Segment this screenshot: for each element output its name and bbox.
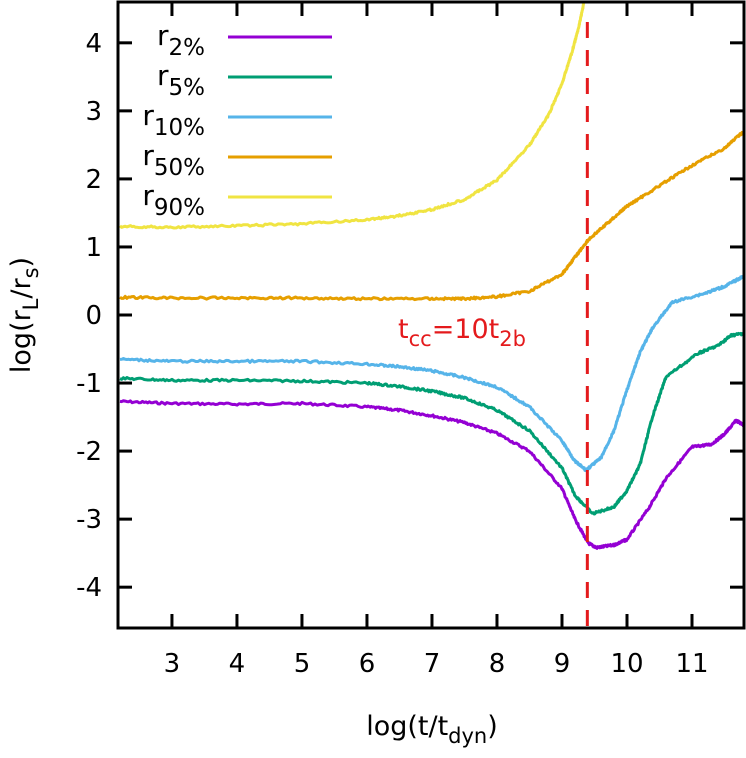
x-tick-label: 3 xyxy=(164,649,181,679)
y-tick-label: 1 xyxy=(85,233,102,263)
y-tick-label: -1 xyxy=(76,369,102,399)
x-tick-label: 10 xyxy=(610,649,643,679)
x-tick-label: 7 xyxy=(424,649,441,679)
y-tick-label: 4 xyxy=(85,29,102,59)
y-tick-label: -4 xyxy=(76,573,102,603)
legend-entry: r10% xyxy=(142,99,332,141)
legend-entry: r90% xyxy=(142,179,332,221)
x-tick-label: 11 xyxy=(675,649,708,679)
legend-label: r5% xyxy=(157,59,205,101)
x-tick-label: 8 xyxy=(489,649,506,679)
legend-label: r2% xyxy=(157,19,205,61)
series-line-2pct xyxy=(119,399,744,550)
x-axis-label: log(t/tdyn) xyxy=(366,711,498,748)
y-tick-label: 3 xyxy=(85,97,102,127)
series-line-5pct xyxy=(119,331,744,516)
series-layer xyxy=(119,2,744,550)
legend-entry: r5% xyxy=(157,59,332,101)
x-tick-label: 6 xyxy=(359,649,376,679)
y-tick-label: -2 xyxy=(76,437,102,467)
legend-label: r90% xyxy=(142,179,205,221)
annotation-tcc: tcc=10t2b xyxy=(398,314,526,351)
series-line-50pct xyxy=(119,130,744,302)
legend-entry: r50% xyxy=(142,139,332,181)
legend-label: r10% xyxy=(142,99,205,141)
legend-label: r50% xyxy=(142,139,205,181)
legend: r2%r5%r10%r50%r90% xyxy=(142,19,332,221)
x-tick-label: 5 xyxy=(294,649,311,679)
y-tick-label: 2 xyxy=(85,165,102,195)
y-tick-label: 0 xyxy=(85,301,102,331)
series-line-90pct xyxy=(119,2,586,230)
series-line-10pct xyxy=(119,274,744,473)
x-tick-label: 4 xyxy=(229,649,246,679)
legend-entry: r2% xyxy=(157,19,332,61)
x-tick-label: 9 xyxy=(554,649,571,679)
y-axis-label: log(rL/rs) xyxy=(6,257,43,373)
y-tick-label: -3 xyxy=(76,505,102,535)
